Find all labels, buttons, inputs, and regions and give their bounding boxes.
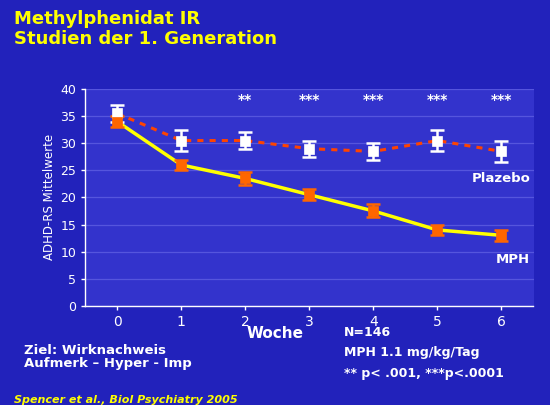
Text: Aufmerk – Hyper - Imp: Aufmerk – Hyper - Imp <box>24 357 191 370</box>
Text: Ziel: Wirknachweis: Ziel: Wirknachweis <box>24 345 166 358</box>
Text: ***: *** <box>427 94 448 107</box>
Text: MPH 1.1 mg/kg/Tag: MPH 1.1 mg/kg/Tag <box>344 346 479 359</box>
Text: Woche: Woche <box>246 326 304 341</box>
Text: Spencer et al., Biol Psychiatry 2005: Spencer et al., Biol Psychiatry 2005 <box>14 395 238 405</box>
Text: ***: *** <box>362 94 384 107</box>
Text: MPH: MPH <box>496 253 530 266</box>
Y-axis label: ADHD-RS Mittelwerte: ADHD-RS Mittelwerte <box>43 134 56 260</box>
Text: **: ** <box>238 94 252 107</box>
Text: N=146: N=146 <box>344 326 391 339</box>
Text: ***: *** <box>491 94 512 107</box>
Text: ** p< .001, ***p<.0001: ** p< .001, ***p<.0001 <box>344 367 504 379</box>
Text: Plazebo: Plazebo <box>471 172 530 185</box>
Text: Methylphenidat IR: Methylphenidat IR <box>14 10 200 28</box>
Text: Studien der 1. Generation: Studien der 1. Generation <box>14 30 277 48</box>
Text: ***: *** <box>299 94 320 107</box>
